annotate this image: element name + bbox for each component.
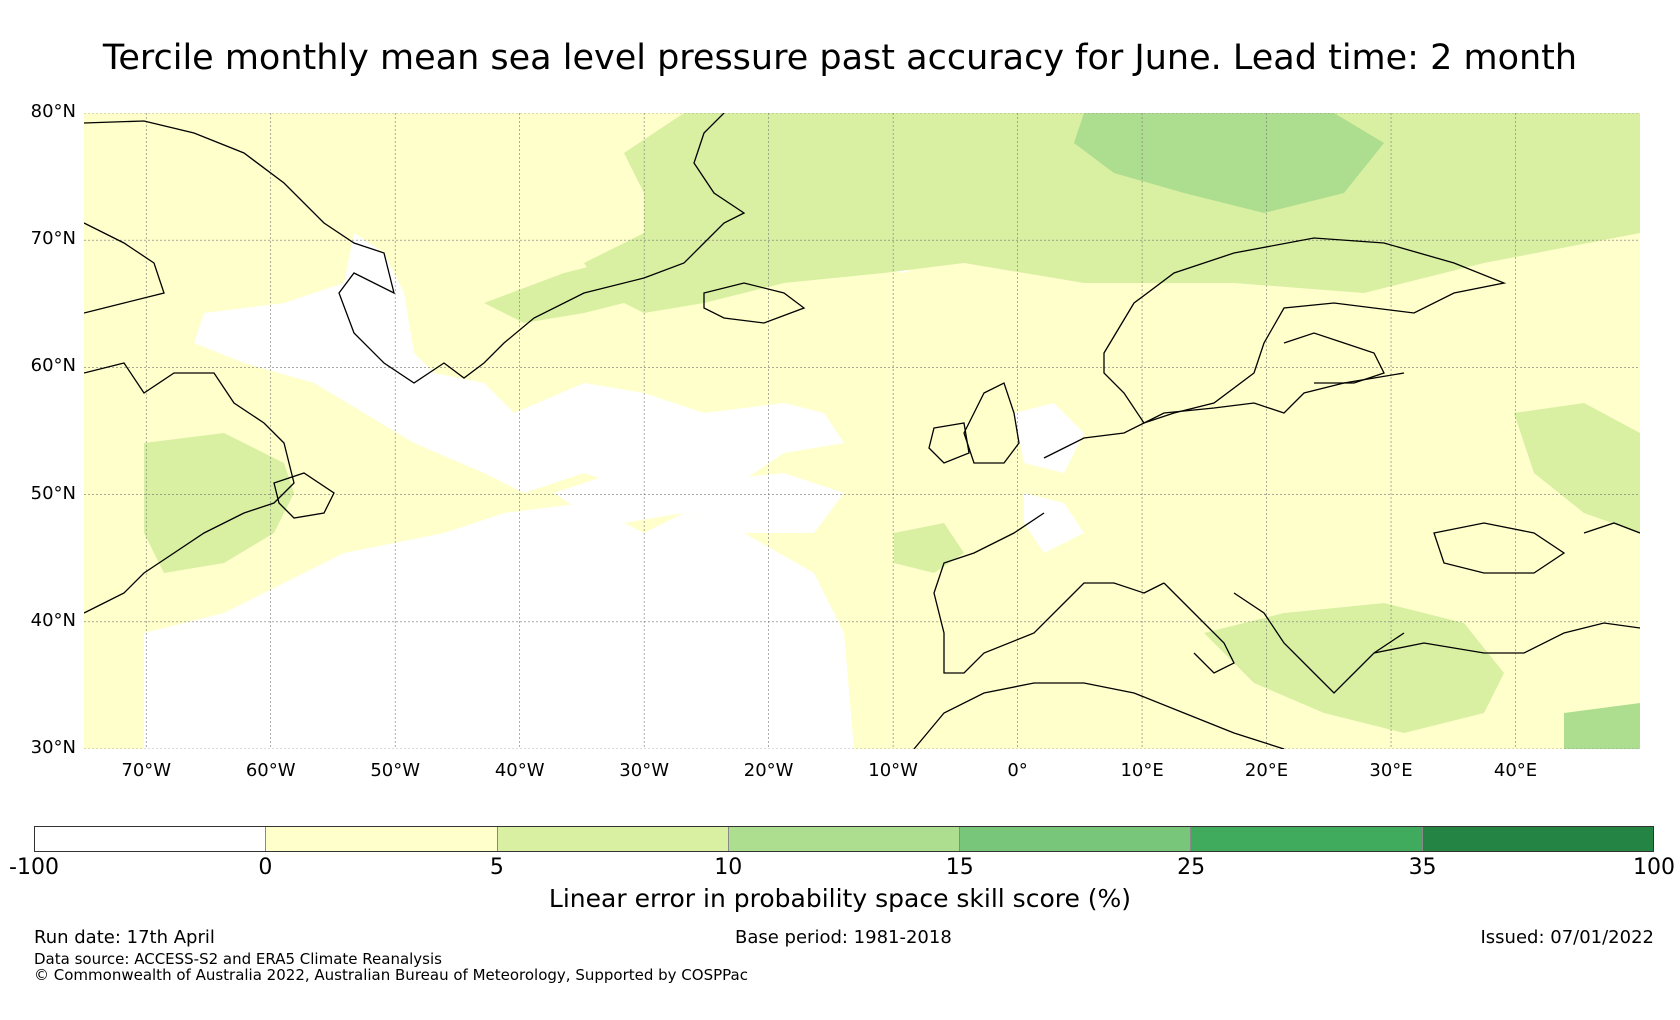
issued-date: Issued: 07/01/2022 <box>1480 927 1654 948</box>
longitude-label: 20°W <box>743 760 794 781</box>
eastern-med-skill-region <box>1204 603 1504 733</box>
latitude-label: 40°N <box>30 609 76 631</box>
iceland-coastline <box>703 282 806 324</box>
run-date: Run date: 17th April <box>34 927 215 948</box>
coastlines <box>84 113 1640 749</box>
base-period: Base period: 1981-2018 <box>735 927 952 948</box>
map-area[interactable] <box>84 113 1640 749</box>
colorbar-tick-label: -100 <box>9 855 59 880</box>
positive-skill-regions <box>144 113 1640 749</box>
east-europe-skill-region <box>1514 403 1640 533</box>
iberia-skill-region <box>894 523 964 573</box>
colorbar-tick-label: 35 <box>1408 855 1437 880</box>
latitude-label: 60°N <box>30 355 76 377</box>
colorbar-tick-label: 5 <box>489 855 504 880</box>
longitude-label: 10°E <box>1120 760 1164 781</box>
uk-coastline <box>963 382 1020 464</box>
skill-score-map <box>84 113 1640 749</box>
newfoundland-skill-region <box>144 433 294 573</box>
ireland-coastline <box>928 422 970 464</box>
labrador-coastline <box>84 362 295 614</box>
mid-atlantic-region <box>554 473 844 533</box>
map-title: Tercile monthly mean sea level pressure … <box>102 38 1578 78</box>
baltic-coastline <box>1283 332 1385 384</box>
italy-coastline <box>1163 582 1235 674</box>
longitude-label: 0° <box>1007 760 1028 781</box>
baffin-coastline <box>84 222 165 314</box>
north-africa-coastline <box>913 682 1285 749</box>
north-sea-region <box>1014 403 1084 473</box>
balkans-coastline <box>1233 592 1405 694</box>
longitude-label: 20°E <box>1244 760 1289 781</box>
greenland-coastline <box>84 113 746 384</box>
latitude-label: 70°N <box>30 228 76 250</box>
colorbar-segment <box>1191 827 1423 851</box>
labrador-sea-region <box>194 233 844 493</box>
latitude-label: 30°N <box>30 737 76 758</box>
longitude-label: 70°W <box>121 760 172 781</box>
arctic-high-skill-region <box>1074 113 1384 213</box>
black-sea-coastline <box>1433 522 1566 574</box>
colorbar-segment <box>1422 827 1653 851</box>
colorbar-tick-label: 0 <box>258 855 273 880</box>
longitude-label: 40°W <box>494 760 545 781</box>
colorbar <box>34 826 1654 852</box>
longitude-label: 30°W <box>619 760 669 781</box>
colorbar-segment <box>960 827 1192 851</box>
se-corner-skill-region <box>1564 703 1640 749</box>
biscay-region <box>1024 493 1084 553</box>
copyright: © Commonwealth of Australia 2022, Austra… <box>34 966 748 984</box>
turkey-coastline <box>1373 622 1640 654</box>
colorbar-tick-label: 25 <box>1177 855 1206 880</box>
negative-skill-regions <box>144 213 1084 749</box>
colorbar-segment <box>266 827 498 851</box>
colorbar-tick-label: 10 <box>714 855 743 880</box>
longitude-label: 50°W <box>370 760 421 781</box>
longitude-label: 60°W <box>245 760 296 781</box>
colorbar-segment <box>35 827 267 851</box>
scandinavia-coastline <box>1103 237 1507 424</box>
colorbar-segment <box>728 827 961 851</box>
data-source: Data source: ACCESS-S2 and ERA5 Climate … <box>34 950 442 968</box>
colorbar-label: Linear error in probability space skill … <box>548 884 1132 913</box>
greenland-coast-region <box>484 233 724 323</box>
latitude-label: 50°N <box>30 482 76 504</box>
colorbar-tick-label: 100 <box>1633 855 1675 880</box>
iberia-coastline <box>933 512 1165 674</box>
longitude-label: 10°W <box>868 760 918 781</box>
colorbar-tick-label: 15 <box>945 855 974 880</box>
latitude-label: 80°N <box>30 101 76 122</box>
europe-coastline <box>1043 372 1405 459</box>
central-atlantic-region <box>144 503 854 749</box>
caspian-coastline <box>1583 522 1640 534</box>
longitude-label: 30°E <box>1369 760 1413 781</box>
arctic-skill-region <box>584 113 1640 313</box>
colorbar-segment <box>497 827 729 851</box>
newfoundland-coastline <box>273 472 335 519</box>
longitude-label: 40°E <box>1493 760 1538 781</box>
